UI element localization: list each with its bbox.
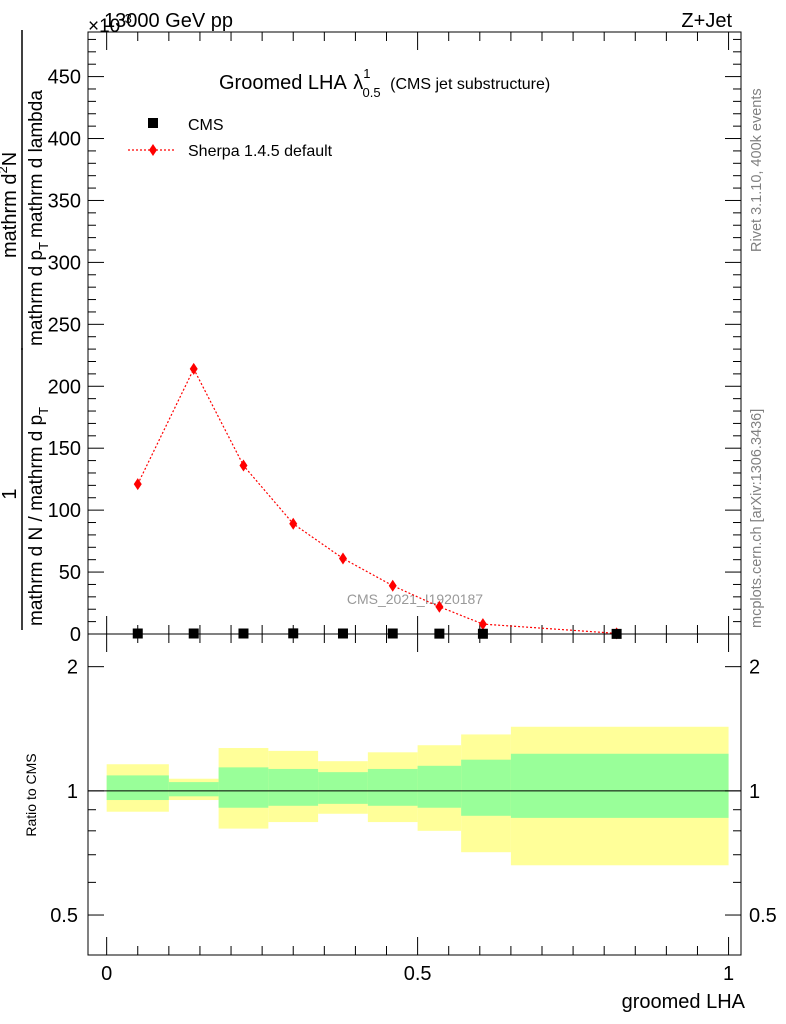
ylabel-denominator-1: mathrm d N / mathrm d pT — [26, 407, 51, 626]
ratio-band-inner-bin — [268, 768, 319, 806]
cms-points — [132, 628, 622, 639]
ratio-band-inner-bin — [461, 759, 511, 816]
ratio-band-inner-bin — [367, 768, 418, 806]
ratio-y-tick-label: 1 — [67, 781, 78, 803]
ratio-y-tick-label-right: 0.5 — [749, 905, 777, 927]
sherpa-point — [338, 552, 347, 565]
cms-point — [387, 628, 398, 639]
x-axis-label: groomed LHA — [622, 991, 746, 1013]
ratio-plot-frame — [87, 633, 742, 956]
ylabel-numerator-1: 1 — [0, 488, 21, 499]
ratio-axis-ticks: 0.5 0.5 1 1 2 2 — [50, 657, 777, 956]
sherpa-point — [388, 579, 397, 592]
cms-point — [337, 628, 348, 639]
legend-label-cms: CMS — [188, 117, 224, 134]
legend-label-sherpa: Sherpa 1.4.5 default — [188, 143, 333, 160]
sherpa-point — [133, 478, 142, 491]
process-label: Z+Jet — [681, 10, 732, 32]
main-y-tick-label: 300 — [48, 252, 81, 274]
main-y-tick-label: 200 — [48, 376, 81, 398]
main-y-tick-label: 50 — [59, 562, 81, 584]
ylabel-denominator-2: mathrm d pTmathrm d lambda — [26, 90, 51, 346]
main-y-tick-label: 100 — [48, 500, 81, 522]
ratio-band-inner — [106, 753, 729, 818]
main-y-tick-label: 150 — [48, 438, 81, 460]
ratio-y-tick-label: 2 — [67, 657, 78, 679]
sherpa-point — [435, 600, 444, 613]
sherpa-point — [239, 459, 248, 472]
cms-point — [477, 628, 488, 639]
ratio-y-axis-label: Ratio to CMS — [23, 753, 39, 836]
main-y-axis-label: 1 mathrm d N / mathrm d pT mathrm d2N ma… — [0, 30, 51, 630]
cms-point — [434, 628, 445, 639]
main-y-tick-label: 250 — [48, 314, 81, 336]
x-tick-label: 1 — [723, 963, 734, 985]
ratio-band-inner-bin — [510, 753, 729, 818]
main-y-tick-label: 0 — [70, 624, 81, 646]
x-tick-label: 0.5 — [404, 963, 432, 985]
sherpa-point — [478, 618, 487, 631]
cms-point — [238, 628, 249, 639]
ratio-band-inner-bin — [417, 765, 462, 808]
main-y-tick-label: 450 — [48, 67, 81, 89]
energy-label: 13000 GeV pp — [104, 10, 233, 32]
x-tick-label: 0 — [101, 963, 112, 985]
plot-title: Groomed LHA λ1 0.5 (CMS jet substructure) — [219, 66, 550, 102]
analysis-watermark: CMS_2021_I1920187 — [347, 591, 483, 607]
ratio-band-inner-bin — [106, 775, 169, 801]
ratio-y-tick-label: 0.5 — [50, 905, 78, 927]
cms-point — [188, 628, 199, 639]
ratio-band-inner-bin — [168, 782, 219, 797]
main-plot-frame — [87, 31, 742, 635]
sherpa-point — [189, 362, 198, 375]
rivet-label: Rivet 3.1.10, 400k events — [749, 88, 765, 252]
ratio-y-tick-label-right: 1 — [749, 781, 760, 803]
ylabel-numerator-2: mathrm d2N — [0, 152, 21, 258]
sherpa-point — [289, 517, 298, 530]
main-y-tick-label: 400 — [48, 129, 81, 151]
cms-point — [132, 628, 143, 639]
cms-point — [288, 628, 299, 639]
ratio-band-inner-bin — [218, 767, 269, 808]
mcplots-label: mcplots.cern.ch [arXiv:1306.3436] — [749, 409, 765, 628]
ratio-band-inner-bin — [318, 772, 368, 804]
legend-marker-cms — [148, 118, 158, 128]
ratio-y-tick-label-right: 2 — [749, 657, 760, 679]
main-y-tick-label: 350 — [48, 190, 81, 212]
main-axis-ticks: 0 50 100 150 200 250 300 350 400 450 — [48, 38, 741, 646]
cms-point — [611, 628, 622, 639]
legend-marker-sherpa — [149, 144, 157, 156]
